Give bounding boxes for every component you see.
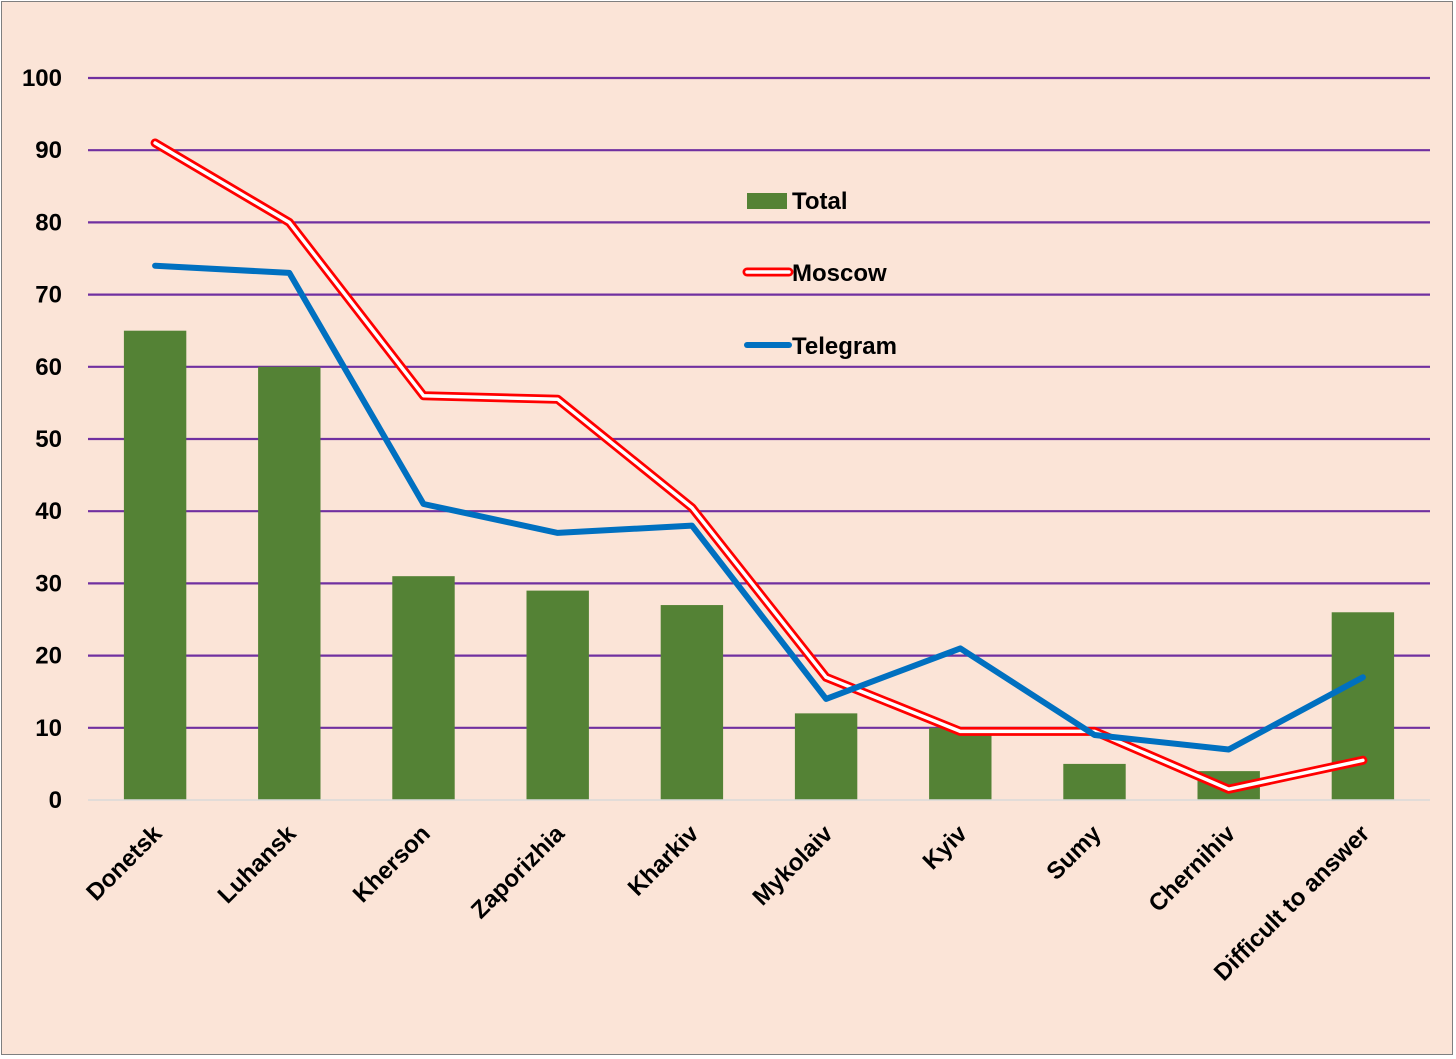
x-tick-label: Kharkiv [623,820,705,902]
bar-kharkiv [660,605,724,800]
x-tick-label: Sumy [1041,820,1107,886]
bar-kherson [392,576,455,800]
x-axis-category-labels: Donetsk Luhansk Kherson Zaporizhia Kharkiv My… [81,820,1375,987]
y-tick-label: 100 [22,65,62,92]
y-tick-label: 50 [35,426,62,453]
y-tick-label: 20 [35,643,62,670]
bar-sumy [1063,763,1126,800]
legend-swatch-total [747,193,787,209]
x-tick-label: Mykolaiv [748,820,839,911]
x-tick-label: Chernihiv [1144,820,1242,918]
moscow-line-outer [150,138,1368,794]
x-tick-label: Donetsk [81,820,168,907]
series-lines [150,138,1368,794]
bar-kyiv [929,727,992,800]
legend-label-total: Total [792,188,848,215]
y-tick-label: 80 [35,209,62,236]
y-tick-label: 60 [35,354,62,381]
y-tick-label: 90 [35,137,62,164]
bar-luhansk [258,366,321,800]
y-tick-label: 0 [49,787,62,814]
x-tick-label: Kherson [348,820,436,908]
moscow-line-inner [153,141,1365,791]
legend-label-telegram: Telegram [792,333,897,360]
bar-donetsk [123,330,187,800]
y-tick-label: 10 [35,715,62,742]
x-tick-label: Luhansk [213,820,302,909]
bar-zaporizhia [526,590,589,800]
x-tick-label: Zaporizhia [466,820,570,924]
telegram-line [152,262,1366,753]
bar-difficult-to-answer [1331,612,1395,800]
y-tick-label: 30 [35,570,62,597]
y-axis-tick-labels: 0 10 20 30 40 50 60 70 80 90 100 [22,65,62,814]
y-tick-label: 70 [35,282,62,309]
legend: Total Moscow Telegram [742,188,897,360]
bar-mykolaiv [794,713,858,800]
legend-label-moscow: Moscow [792,260,887,287]
x-tick-label: Kyiv [918,820,973,875]
total-bars [123,330,1395,800]
y-tick-label: 40 [35,498,62,525]
